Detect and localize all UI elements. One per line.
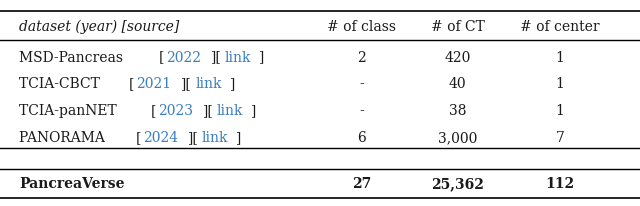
- Text: 1: 1: [556, 77, 564, 91]
- Text: PANORAMA: PANORAMA: [19, 131, 109, 145]
- Text: 2024: 2024: [143, 131, 178, 145]
- Text: dataset (year) [source]: dataset (year) [source]: [19, 20, 179, 34]
- Text: [: [: [151, 104, 156, 118]
- Text: [: [: [159, 50, 164, 64]
- Text: [: [: [129, 77, 134, 91]
- Text: MSD-Pancreas: MSD-Pancreas: [19, 50, 127, 64]
- Text: ][: ][: [188, 131, 198, 145]
- Text: 1: 1: [556, 50, 564, 64]
- Text: 1: 1: [556, 104, 564, 118]
- Text: -: -: [359, 104, 364, 118]
- Text: 25,362: 25,362: [431, 176, 484, 190]
- Text: 2021: 2021: [136, 77, 172, 91]
- Text: # of CT: # of CT: [431, 20, 484, 34]
- Text: 3,000: 3,000: [438, 131, 477, 145]
- Text: PancreaVerse: PancreaVerse: [19, 176, 125, 190]
- Text: link: link: [217, 104, 243, 118]
- Text: 2023: 2023: [158, 104, 193, 118]
- Text: 420: 420: [444, 50, 471, 64]
- Text: -: -: [359, 77, 364, 91]
- Text: 40: 40: [449, 77, 467, 91]
- Text: link: link: [202, 131, 228, 145]
- Text: ]: ]: [230, 77, 235, 91]
- Text: ]: ]: [236, 131, 241, 145]
- Text: link: link: [225, 50, 252, 64]
- Text: TCIA-CBCT: TCIA-CBCT: [19, 77, 104, 91]
- Text: ]: ]: [251, 104, 257, 118]
- Text: 38: 38: [449, 104, 467, 118]
- Text: link: link: [195, 77, 222, 91]
- Text: # of class: # of class: [327, 20, 396, 34]
- Text: 6: 6: [357, 131, 366, 145]
- Text: 2022: 2022: [166, 50, 201, 64]
- Text: 112: 112: [545, 176, 575, 190]
- Text: ]: ]: [259, 50, 264, 64]
- Text: # of center: # of center: [520, 20, 600, 34]
- Text: 7: 7: [556, 131, 564, 145]
- Text: 2: 2: [357, 50, 366, 64]
- Text: ][: ][: [211, 50, 222, 64]
- Text: ][: ][: [203, 104, 214, 118]
- Text: ][: ][: [182, 77, 192, 91]
- Text: TCIA-panNET: TCIA-panNET: [19, 104, 122, 118]
- Text: [: [: [136, 131, 141, 145]
- Text: 27: 27: [352, 176, 371, 190]
